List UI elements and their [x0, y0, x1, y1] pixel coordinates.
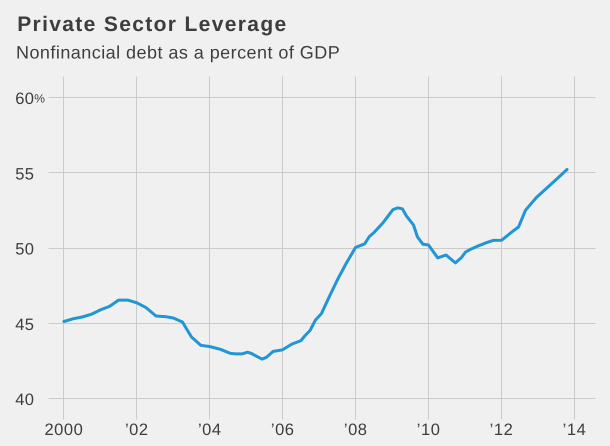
svg-text:45: 45	[15, 316, 34, 334]
svg-text:Private Sector Leverage: Private Sector Leverage	[17, 13, 287, 36]
svg-text:’12: ’12	[490, 421, 514, 439]
svg-text:’10: ’10	[417, 421, 441, 439]
svg-text:60%: 60%	[15, 90, 45, 108]
svg-text:’08: ’08	[344, 421, 368, 439]
svg-text:’02: ’02	[125, 421, 149, 439]
svg-text:40: 40	[15, 391, 34, 409]
svg-text:’04: ’04	[198, 421, 222, 439]
svg-text:55: 55	[15, 165, 34, 183]
svg-text:50: 50	[15, 241, 34, 259]
svg-text:’06: ’06	[271, 421, 295, 439]
svg-text:Nonfinancial debt as a percent: Nonfinancial debt as a percent of GDP	[16, 43, 340, 63]
svg-text:’14: ’14	[563, 421, 587, 439]
svg-text:2000: 2000	[44, 421, 83, 439]
